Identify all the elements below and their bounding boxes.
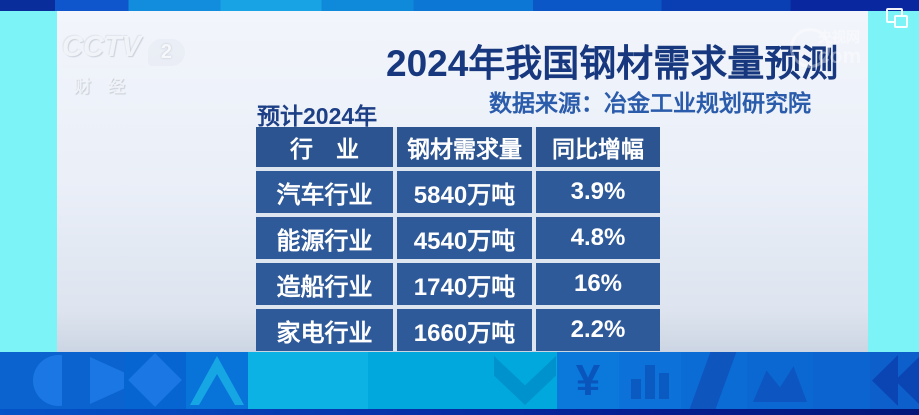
- table-header-growth: 同比增幅: [536, 127, 660, 167]
- page-title: 2024年我国钢材需求量预测: [386, 43, 839, 84]
- table-cell-industry: 汽车行业: [256, 171, 393, 213]
- bar-chart-bar: [631, 379, 641, 399]
- bottom-edge-strip: [0, 409, 919, 415]
- banner-panel: [813, 352, 870, 409]
- table-cell-growth: 2.2%: [536, 309, 660, 351]
- multi-screen-icon: [886, 8, 910, 28]
- banner-subpanel: [248, 352, 368, 409]
- bottom-decor-banner: ¥: [0, 352, 919, 409]
- table-header-demand: 钢材需求量: [397, 127, 532, 167]
- cctv-logo-row: CCTV 2: [62, 31, 185, 68]
- left-accent-stripe: [0, 11, 57, 352]
- table-cell-growth: 3.9%: [536, 171, 660, 213]
- steel-demand-table: 行 业 钢材需求量 同比增幅 汽车行业 5840万吨 3.9% 能源行业 4540万吨 4…: [256, 127, 660, 351]
- yen-icon: ¥: [557, 352, 619, 409]
- table-cell-industry: 能源行业: [256, 217, 393, 259]
- bar-chart-bar: [645, 365, 655, 399]
- bar-chart-bar: [659, 373, 669, 399]
- table-cell-growth: 4.8%: [536, 217, 660, 259]
- table-cell-growth: 16%: [536, 263, 660, 305]
- table-cell-demand: 1660万吨: [397, 309, 532, 351]
- cctv-logo-text: CCTV: [62, 31, 145, 68]
- table-cell-demand: 1740万吨: [397, 263, 532, 305]
- channel-subtitle: 财经: [74, 77, 142, 96]
- cctv-channel-logo: CCTV 2 财经: [62, 31, 185, 97]
- table-cell-industry: 家电行业: [256, 309, 393, 351]
- table-header-industry: 行 业: [256, 127, 393, 167]
- table-cell-demand: 4540万吨: [397, 217, 532, 259]
- right-accent-stripe: [868, 11, 919, 352]
- top-decor-bar: [0, 0, 919, 11]
- table-cell-demand: 5840万吨: [397, 171, 532, 213]
- bar-chart-icon: [619, 352, 681, 409]
- channel-number-badge: 2: [147, 39, 185, 66]
- table-cell-industry: 造船行业: [256, 263, 393, 305]
- data-source-label: 数据来源：冶金工业规划研究院: [489, 90, 811, 116]
- multi-screen-front-frame: [894, 15, 908, 28]
- table-caption: 预计2024年: [257, 103, 378, 129]
